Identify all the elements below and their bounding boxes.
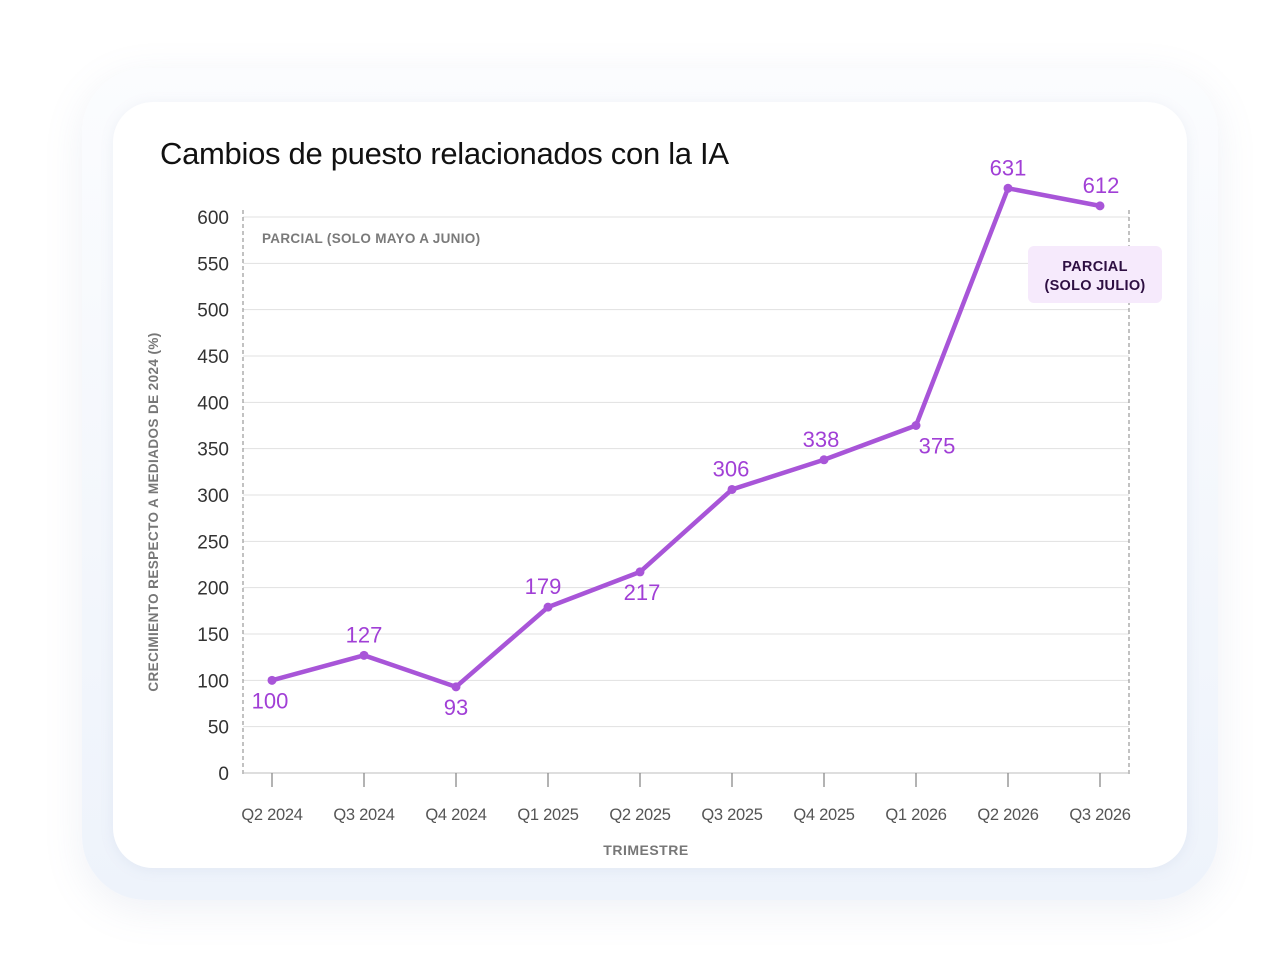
data-label: 93 — [444, 695, 468, 720]
x-tick-label: Q4 2024 — [425, 806, 486, 824]
series-line — [269, 186, 1103, 690]
x-axis-title: TRIMESTRE — [603, 842, 688, 858]
y-tick-label: 600 — [197, 208, 229, 229]
x-tick-label: Q2 2026 — [977, 806, 1038, 824]
data-label: 127 — [346, 622, 383, 647]
x-tick-label: Q1 2026 — [885, 806, 946, 824]
y-tick-label: 550 — [197, 254, 229, 275]
data-point — [359, 650, 369, 660]
y-axis-title: CRECIMIENTO RESPECTO A MEDIADOS DE 2024 … — [146, 332, 161, 691]
x-tick-label: Q2 2025 — [609, 806, 670, 824]
y-tick-label: 100 — [197, 671, 229, 692]
x-tick-label: Q4 2025 — [793, 806, 854, 824]
y-tick-label: 450 — [197, 347, 229, 368]
data-label: 179 — [525, 574, 562, 599]
y-tick-label: 300 — [197, 486, 229, 507]
annotation-partial-start: PARCIAL (SOLO MAYO A JUNIO) — [262, 231, 480, 246]
data-point — [543, 602, 553, 612]
data-label: 100 — [252, 688, 289, 713]
annotation-badge-line2: (SOLO JULIO) — [1044, 278, 1145, 294]
y-tick-label: 500 — [197, 301, 229, 322]
data-point — [911, 421, 921, 430]
data-label: 612 — [1083, 173, 1120, 198]
data-point — [451, 682, 461, 692]
x-tick-label: Q2 2024 — [241, 806, 302, 824]
data-label: 338 — [803, 427, 840, 452]
y-tick-label: 400 — [197, 393, 229, 414]
y-tick-label: 250 — [197, 532, 229, 553]
y-tick-label: 150 — [197, 625, 229, 646]
data-point — [819, 455, 829, 465]
x-tick-label: Q3 2026 — [1069, 806, 1130, 824]
data-point — [635, 567, 645, 577]
x-tick-label: Q3 2025 — [701, 806, 762, 824]
data-label: 306 — [713, 456, 750, 481]
data-point — [727, 484, 737, 494]
data-point — [267, 675, 277, 685]
y-tick-label: 0 — [218, 764, 229, 785]
chart-card — [113, 102, 1187, 868]
annotation-badge — [1028, 246, 1162, 303]
y-tick-label: 200 — [197, 579, 229, 600]
x-tick-label: Q1 2025 — [517, 806, 578, 824]
data-point — [1095, 201, 1105, 211]
data-point — [1003, 183, 1013, 193]
x-tick-label: Q3 2024 — [333, 806, 394, 824]
data-label: 217 — [624, 580, 661, 605]
y-tick-label: 50 — [208, 718, 229, 739]
annotation-badge-line1: PARCIAL — [1062, 259, 1127, 275]
data-label: 375 — [919, 434, 956, 459]
data-label: 631 — [990, 155, 1027, 180]
chart-title: Cambios de puesto relacionados con la IA — [160, 136, 729, 171]
y-tick-label: 350 — [197, 440, 229, 461]
